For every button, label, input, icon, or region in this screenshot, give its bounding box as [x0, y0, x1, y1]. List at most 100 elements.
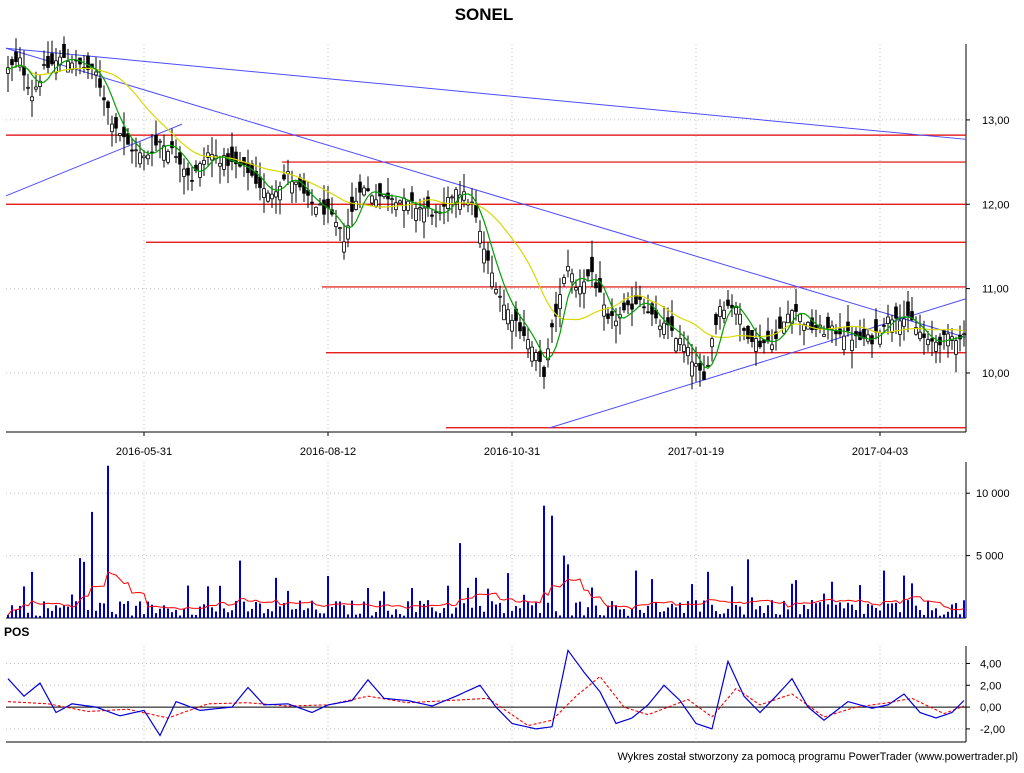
candle-body	[698, 363, 702, 371]
volume-bar	[263, 613, 265, 618]
volume-bar	[855, 610, 857, 618]
volume-bar	[715, 611, 717, 618]
volume-bar	[411, 588, 413, 618]
volume-bar	[331, 607, 333, 618]
candle-body	[934, 341, 938, 352]
volume-bar	[155, 613, 157, 618]
candle-body	[886, 316, 890, 324]
volume-bar	[519, 608, 521, 618]
volume-bar	[531, 605, 533, 618]
volume-bar	[7, 615, 9, 618]
candle-body	[854, 331, 858, 337]
candle-body	[86, 55, 90, 70]
volume-bar	[147, 601, 149, 618]
candle-body	[162, 145, 166, 161]
candle-body	[606, 313, 610, 319]
candle-body	[742, 328, 746, 331]
volume-bar	[859, 585, 861, 618]
volume-bar	[407, 601, 409, 618]
volume-bar	[543, 505, 545, 618]
volume-bar	[651, 579, 653, 618]
candle-body	[158, 140, 162, 143]
volume-bar	[235, 600, 237, 618]
volume-bar	[83, 561, 85, 618]
volume-bar	[447, 585, 449, 618]
candle-body	[474, 203, 478, 218]
candle-body	[814, 324, 818, 330]
volume-bar	[391, 614, 393, 618]
candle-body	[822, 333, 826, 337]
volume-bar	[215, 611, 217, 618]
volume-bar	[347, 614, 349, 618]
candle-body	[14, 51, 18, 62]
candle-body	[258, 176, 262, 188]
volume-bar	[431, 607, 433, 618]
volume-bar	[639, 609, 641, 618]
candle-body	[186, 167, 190, 176]
volume-bar	[243, 601, 245, 618]
candle-body	[894, 306, 898, 319]
candle-body	[682, 344, 686, 352]
volume-bar	[807, 609, 809, 618]
candle-body	[18, 57, 22, 68]
candle-body	[722, 309, 726, 319]
candle-body	[542, 366, 546, 377]
price-y-tick-label: 12,00	[982, 199, 1010, 211]
candle-body	[70, 62, 74, 70]
volume-bar	[463, 603, 465, 618]
candle-body	[674, 338, 678, 352]
volume-bar	[499, 602, 501, 618]
volume-bar	[827, 604, 829, 618]
candle-body	[754, 338, 758, 352]
candle-body	[706, 364, 710, 367]
volume-bar	[459, 543, 461, 618]
volume-bar	[171, 612, 173, 618]
candles	[6, 36, 966, 390]
volume-bar	[283, 603, 285, 618]
volume-bar	[471, 607, 473, 618]
volume-bar	[495, 604, 497, 618]
volume-bar	[675, 607, 677, 618]
ma-slow-line	[7, 64, 965, 339]
volume-bar	[599, 615, 601, 618]
candle-body	[550, 323, 554, 328]
candle-body	[586, 269, 590, 277]
candle-body	[42, 64, 46, 66]
candle-body	[182, 168, 186, 177]
volume-bar	[31, 571, 33, 618]
candle-body	[962, 333, 966, 336]
candle-body	[642, 306, 646, 309]
candle-body	[574, 287, 578, 291]
volume-bar	[579, 601, 581, 618]
candle-body	[590, 256, 594, 273]
candle-body	[174, 156, 178, 158]
candle-body	[190, 179, 194, 182]
candle-body	[422, 207, 426, 223]
candle-body	[102, 97, 106, 101]
candle-body	[10, 59, 14, 66]
candle-body	[334, 221, 338, 228]
candle-body	[798, 313, 802, 323]
volume-bar	[299, 600, 301, 618]
volume-bar	[367, 588, 369, 618]
candle-body	[634, 295, 638, 305]
candle-body	[726, 299, 730, 306]
volume-bar	[771, 600, 773, 618]
candle-body	[294, 181, 298, 185]
volume-bar	[847, 602, 849, 618]
volume-bar	[195, 614, 197, 618]
volume-bar	[791, 583, 793, 618]
candle-body	[510, 319, 514, 332]
candle-body	[130, 149, 134, 152]
volume-bar	[679, 602, 681, 618]
volume-bar	[555, 611, 557, 618]
volume-bar	[139, 601, 141, 618]
volume-bar	[507, 573, 509, 618]
volume-bar	[751, 597, 753, 618]
volume-bar	[931, 610, 933, 618]
volume-bar	[363, 601, 365, 618]
oscillator-y-tick-label: 2,00	[980, 680, 1001, 692]
candle-body	[110, 123, 114, 133]
volume-bar	[351, 600, 353, 618]
